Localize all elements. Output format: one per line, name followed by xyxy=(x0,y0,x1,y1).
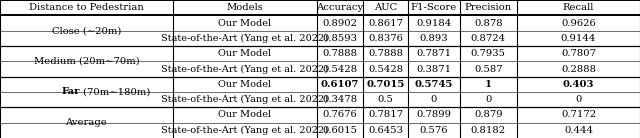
Text: 0.6453: 0.6453 xyxy=(368,126,403,135)
Text: 0.7817: 0.7817 xyxy=(368,111,403,120)
Text: 0.3871: 0.3871 xyxy=(417,64,451,74)
Text: 0: 0 xyxy=(431,95,437,104)
Text: F1-Score: F1-Score xyxy=(411,3,457,12)
Text: Distance to Pedestrian: Distance to Pedestrian xyxy=(29,3,144,12)
Text: 0.9184: 0.9184 xyxy=(416,18,452,27)
Text: Our Model: Our Model xyxy=(218,49,271,58)
Text: Our Model: Our Model xyxy=(218,18,271,27)
Text: Medium (20m∼70m): Medium (20m∼70m) xyxy=(33,57,140,66)
Text: 0.444: 0.444 xyxy=(564,126,593,135)
Text: 0.403: 0.403 xyxy=(563,80,595,89)
Text: 0.878: 0.878 xyxy=(474,18,502,27)
Text: 0.8617: 0.8617 xyxy=(368,18,403,27)
Text: 0.6015: 0.6015 xyxy=(323,126,357,135)
Text: 0: 0 xyxy=(485,95,492,104)
Text: 0.8724: 0.8724 xyxy=(471,34,506,43)
Text: (70m∼180m): (70m∼180m) xyxy=(80,87,150,96)
Text: 0.5: 0.5 xyxy=(378,95,394,104)
Text: State-of-the-Art (Yang et al. 2022): State-of-the-Art (Yang et al. 2022) xyxy=(161,95,328,104)
Text: 0: 0 xyxy=(575,95,582,104)
Text: Recall: Recall xyxy=(563,3,595,12)
Text: 0.576: 0.576 xyxy=(420,126,448,135)
Text: Models: Models xyxy=(227,3,263,12)
Text: 0.5745: 0.5745 xyxy=(415,80,453,89)
Text: 0.6107: 0.6107 xyxy=(321,80,359,89)
Text: Average: Average xyxy=(65,118,108,127)
Text: 0.7871: 0.7871 xyxy=(417,49,451,58)
Text: 0.2888: 0.2888 xyxy=(561,64,596,74)
Text: 0.8182: 0.8182 xyxy=(471,126,506,135)
Text: 0.893: 0.893 xyxy=(420,34,448,43)
Text: 0.8593: 0.8593 xyxy=(323,34,357,43)
Text: 0.8376: 0.8376 xyxy=(368,34,403,43)
Text: 0.8902: 0.8902 xyxy=(323,18,357,27)
Text: Close (∼20m): Close (∼20m) xyxy=(52,26,121,35)
Text: 0.3478: 0.3478 xyxy=(323,95,357,104)
Text: 0.7172: 0.7172 xyxy=(561,111,596,120)
Text: 1: 1 xyxy=(485,80,492,89)
Text: Our Model: Our Model xyxy=(218,111,271,120)
Text: State-of-the-Art (Yang et al. 2022): State-of-the-Art (Yang et al. 2022) xyxy=(161,34,328,43)
Text: 0.5428: 0.5428 xyxy=(323,64,357,74)
Text: 0.7676: 0.7676 xyxy=(323,111,357,120)
Text: Our Model: Our Model xyxy=(218,80,271,89)
Text: Accuracy: Accuracy xyxy=(316,3,364,12)
Text: 0.879: 0.879 xyxy=(474,111,502,120)
Text: 0.7888: 0.7888 xyxy=(323,49,357,58)
Text: 0.7888: 0.7888 xyxy=(368,49,403,58)
Text: 0.9626: 0.9626 xyxy=(561,18,596,27)
Text: 0.7935: 0.7935 xyxy=(471,49,506,58)
Text: 0.7899: 0.7899 xyxy=(417,111,451,120)
Text: 0.9144: 0.9144 xyxy=(561,34,596,43)
Text: Precision: Precision xyxy=(465,3,512,12)
Text: Far: Far xyxy=(61,87,80,96)
Text: AUC: AUC xyxy=(374,3,397,12)
Text: State-of-the-Art (Yang et al. 2022): State-of-the-Art (Yang et al. 2022) xyxy=(161,64,328,74)
Text: 0.5428: 0.5428 xyxy=(368,64,403,74)
Text: 0.7807: 0.7807 xyxy=(561,49,596,58)
Text: 0.587: 0.587 xyxy=(474,64,502,74)
Text: State-of-the-Art (Yang et al. 2022): State-of-the-Art (Yang et al. 2022) xyxy=(161,126,328,135)
Text: 0.7015: 0.7015 xyxy=(367,80,404,89)
